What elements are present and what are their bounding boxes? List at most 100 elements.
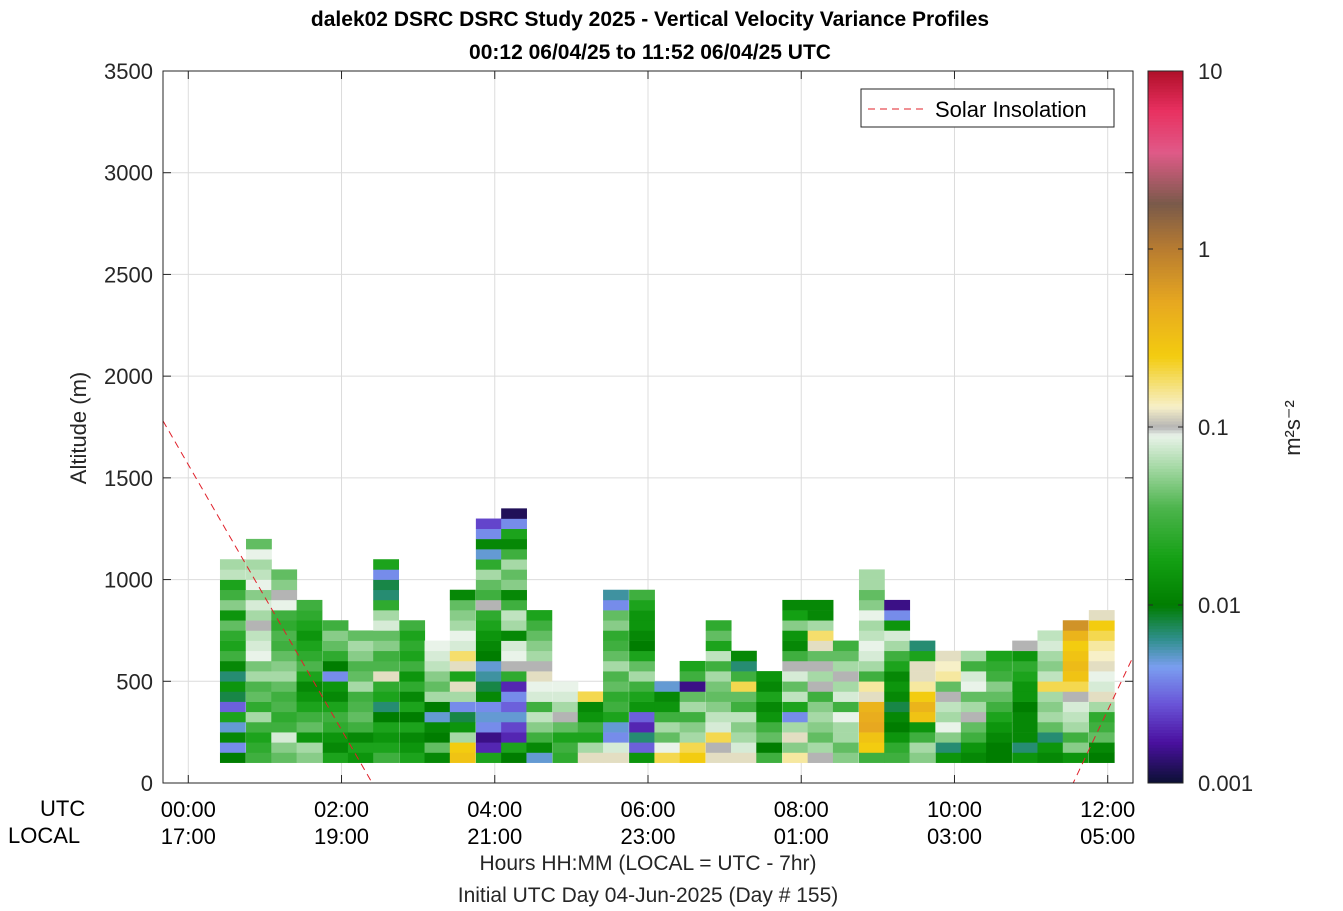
heatmap-cell — [909, 711, 936, 723]
colorbar-segment — [1148, 610, 1183, 615]
colorbar-segment — [1148, 560, 1183, 564]
colorbar-segment — [1148, 477, 1183, 481]
colorbar-segment — [1148, 355, 1183, 360]
heatmap-cell — [246, 610, 272, 621]
heatmap-cell — [373, 610, 400, 621]
heatmap-cell — [373, 569, 400, 580]
heatmap-cell — [909, 681, 936, 692]
heatmap-cell — [577, 721, 604, 733]
colorbar-segment — [1148, 251, 1183, 256]
heatmap-cell — [219, 742, 246, 753]
colorbar-segment — [1148, 168, 1183, 173]
heatmap-cell — [246, 701, 272, 713]
colorbar-segment — [1148, 441, 1183, 446]
heatmap-cell — [501, 569, 527, 580]
colorbar-segment — [1148, 679, 1183, 683]
heatmap-cell — [884, 711, 911, 723]
colorbar-segment — [1148, 308, 1183, 312]
heatmap-cell — [475, 620, 502, 631]
heatmap-cell — [373, 691, 400, 702]
colorbar-segment — [1148, 643, 1183, 647]
heatmap-cell — [347, 752, 374, 763]
colorbar-segment — [1148, 459, 1183, 463]
heatmap-cell — [884, 620, 911, 631]
colorbar-segment — [1148, 370, 1183, 374]
y-tick-label: 2500 — [104, 262, 153, 287]
colorbar-segment — [1148, 759, 1183, 763]
heatmap-cell — [296, 691, 323, 702]
heatmap-cell — [449, 691, 476, 702]
x-tick-label-local: 17:00 — [161, 824, 216, 849]
colorbar-segment — [1148, 130, 1183, 134]
colorbar-segment — [1148, 329, 1183, 333]
heatmap-cell — [960, 660, 987, 672]
colorbar-segment — [1148, 569, 1183, 573]
heatmap-cell — [807, 650, 834, 662]
colorbar-segment — [1148, 655, 1183, 659]
heatmap-cell — [271, 742, 298, 753]
colorbar-segment — [1148, 85, 1183, 90]
utc-row-label: UTC — [40, 796, 86, 821]
heatmap-cell — [1012, 681, 1039, 692]
colorbar-segment — [1148, 465, 1183, 469]
heatmap-cell — [526, 742, 553, 753]
heatmap-cell — [603, 650, 629, 662]
heatmap-cell — [782, 620, 809, 631]
heatmap-cell — [246, 620, 272, 631]
heatmap-cell — [807, 752, 834, 763]
heatmap-cell — [832, 752, 859, 763]
heatmap-cell — [1062, 620, 1089, 631]
heatmap-cell — [782, 640, 809, 652]
heatmap-cell — [552, 742, 579, 753]
heatmap-cell — [296, 742, 323, 753]
heatmap-cell — [424, 671, 451, 682]
heatmap-cell — [296, 732, 323, 743]
colorbar-segment — [1148, 513, 1183, 517]
colorbar-segment — [1148, 527, 1183, 532]
heatmap-cell — [271, 579, 298, 591]
heatmap-cell — [756, 671, 783, 682]
heatmap-cell — [629, 711, 655, 723]
colorbar-segment — [1148, 424, 1183, 428]
heatmap-cell — [705, 640, 732, 652]
heatmap-cell — [679, 660, 706, 672]
colorbar-segment — [1148, 409, 1183, 413]
heatmap-cell — [705, 721, 732, 733]
colorbar-segment — [1148, 323, 1183, 327]
heatmap-cell — [424, 660, 451, 672]
heatmap-cell — [475, 681, 502, 692]
chart-title-line1: dalek02 DSRC DSRC Study 2025 - Vertical … — [310, 8, 990, 31]
colorbar-segment — [1148, 376, 1183, 380]
colorbar-tick-label: 0.001 — [1198, 771, 1253, 796]
colorbar-segment — [1148, 171, 1183, 176]
colorbar-segment — [1148, 266, 1183, 271]
colorbar-segment — [1148, 646, 1183, 650]
heatmap-cell — [807, 742, 834, 753]
heatmap-cell — [552, 711, 579, 723]
heatmap-cell — [679, 752, 706, 763]
heatmap-cell — [399, 701, 426, 713]
heatmap-cell — [552, 721, 579, 733]
colorbar-segment — [1148, 100, 1183, 105]
heatmap-cell — [858, 681, 885, 692]
colorbar-segment — [1148, 462, 1183, 466]
heatmap-cell — [424, 681, 451, 692]
heatmap-cell — [603, 671, 629, 682]
colorbar-segment — [1148, 625, 1183, 630]
plot-layer — [162, 70, 1134, 784]
heatmap-cell — [1062, 711, 1089, 723]
heatmap-cell — [501, 579, 527, 591]
heatmap-cell — [373, 559, 400, 570]
colorbar-segment — [1148, 596, 1183, 600]
colorbar-segment — [1148, 180, 1183, 185]
colorbar-segment — [1148, 714, 1183, 719]
x-tick-label-local: 19:00 — [314, 824, 369, 849]
heatmap-cell — [271, 660, 298, 672]
heatmap-cell — [884, 691, 911, 702]
heatmap-cell — [475, 701, 502, 713]
heatmap-cell — [1037, 650, 1064, 662]
heatmap-cell — [1012, 742, 1039, 753]
x-tick-label-utc: 12:00 — [1080, 797, 1135, 822]
heatmap-cell — [884, 660, 911, 672]
heatmap-cell — [858, 711, 885, 723]
